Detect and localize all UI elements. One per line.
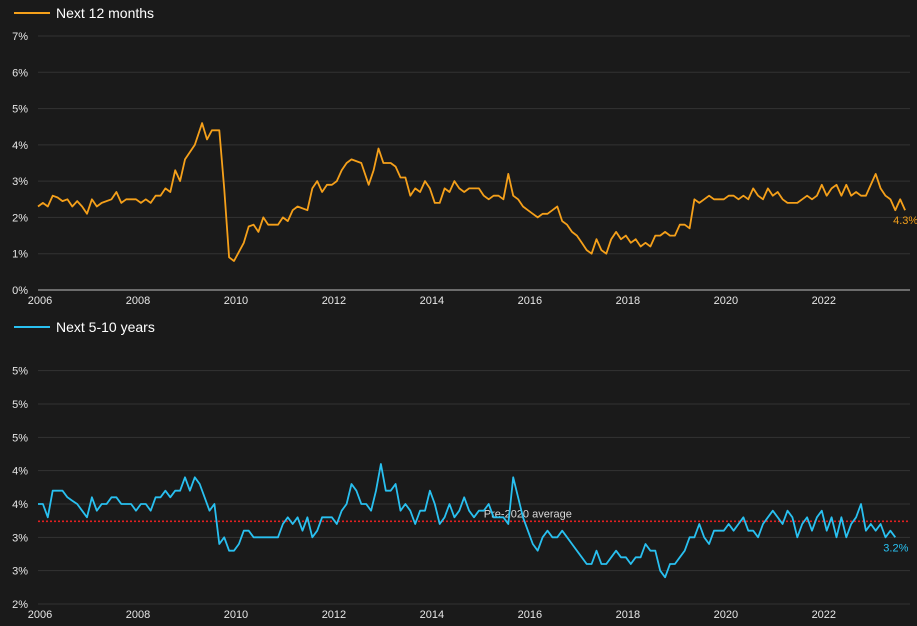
pre-2020-average-label: Pre-2020 average bbox=[484, 508, 572, 520]
x-tick-label: 2020 bbox=[714, 609, 738, 621]
legend-label-next-5-10-years: Next 5-10 years bbox=[56, 319, 155, 335]
x-tick-label: 2014 bbox=[420, 295, 444, 307]
y-tick-label: 2% bbox=[12, 599, 28, 611]
x-tick-label: 2006 bbox=[28, 609, 52, 621]
x-tick-label: 2010 bbox=[224, 295, 248, 307]
x-tick-label: 2020 bbox=[714, 295, 738, 307]
x-tick-label: 2022 bbox=[812, 295, 836, 307]
y-tick-label: 5% bbox=[12, 104, 28, 116]
x-tick-label: 2016 bbox=[518, 609, 542, 621]
x-tick-label: 2014 bbox=[420, 609, 444, 621]
end-label-next-5-10-years: 3.2% bbox=[883, 542, 908, 554]
bottom-y-tick-labels: 2% 3% 3% 4% 4% 5% 5% 5% bbox=[12, 366, 28, 611]
y-tick-label: 5% bbox=[12, 432, 28, 444]
top-gridlines bbox=[38, 35, 910, 255]
x-tick-label: 2022 bbox=[812, 609, 836, 621]
x-tick-label: 2016 bbox=[518, 295, 542, 307]
y-tick-label: 3% bbox=[12, 532, 28, 544]
y-tick-label: 6% bbox=[12, 67, 28, 79]
y-tick-label: 3% bbox=[12, 566, 28, 578]
bottom-gridlines bbox=[38, 370, 910, 605]
y-tick-label: 4% bbox=[12, 466, 28, 478]
x-tick-label: 2012 bbox=[322, 609, 346, 621]
y-tick-label: 5% bbox=[12, 366, 28, 378]
x-tick-label: 2008 bbox=[126, 609, 150, 621]
bottom-legend: Next 5-10 years bbox=[14, 319, 155, 335]
top-x-tick-labels: 2006 2008 2010 2012 2014 2016 2018 2020 2022 bbox=[28, 295, 836, 307]
series-line-next-5-10-years bbox=[38, 463, 897, 579]
y-tick-label: 5% bbox=[12, 399, 28, 411]
x-tick-label: 2008 bbox=[126, 295, 150, 307]
y-tick-label: 4% bbox=[12, 140, 28, 152]
y-tick-label: 3% bbox=[12, 176, 28, 188]
legend-label-next-12-months: Next 12 months bbox=[56, 5, 154, 21]
y-tick-label: 0% bbox=[12, 285, 28, 297]
x-tick-label: 2006 bbox=[28, 295, 52, 307]
y-tick-label: 4% bbox=[12, 499, 28, 511]
y-tick-label: 7% bbox=[12, 31, 28, 43]
y-tick-label: 1% bbox=[12, 249, 28, 261]
top-y-tick-labels: 0% 1% 2% 3% 4% 5% 6% 7% bbox=[12, 31, 28, 297]
end-label-next-12-months: 4.3% bbox=[893, 215, 917, 227]
y-tick-label: 2% bbox=[12, 212, 28, 224]
top-legend: Next 12 months bbox=[14, 5, 154, 21]
series-line-next-12-months bbox=[37, 122, 906, 262]
x-tick-label: 2018 bbox=[616, 295, 640, 307]
x-tick-label: 2012 bbox=[322, 295, 346, 307]
x-tick-label: 2010 bbox=[224, 609, 248, 621]
bottom-x-tick-labels: 2006 2008 2010 2012 2014 2016 2018 2020 2022 bbox=[28, 609, 836, 621]
x-tick-label: 2018 bbox=[616, 609, 640, 621]
